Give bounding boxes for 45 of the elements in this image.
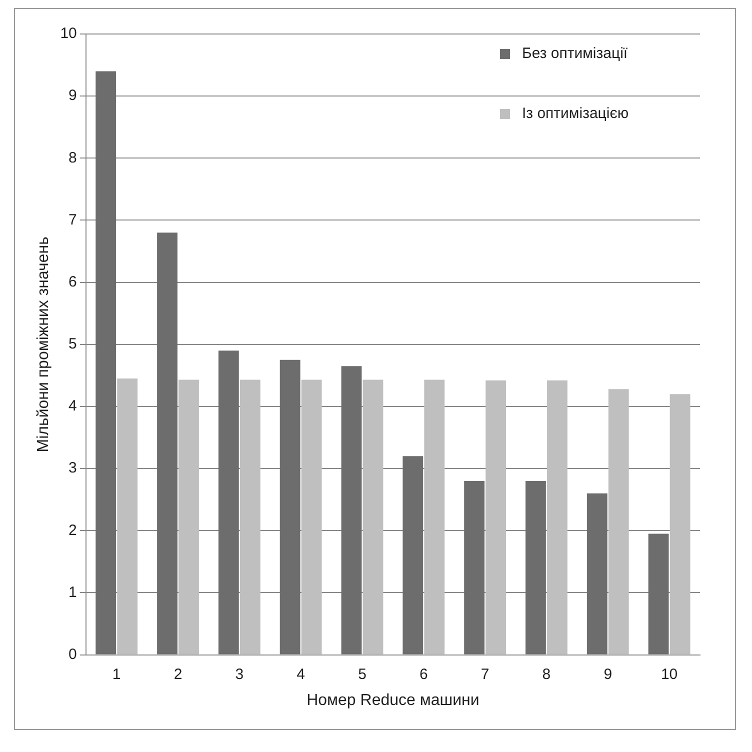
bar bbox=[218, 350, 239, 654]
x-tick-label: 7 bbox=[480, 666, 490, 683]
x-tick-label: 3 bbox=[235, 666, 244, 683]
y-tick-label: 1 bbox=[68, 584, 77, 601]
y-tick-label: 6 bbox=[68, 273, 77, 290]
bar bbox=[402, 456, 424, 654]
bar bbox=[157, 232, 178, 654]
bar bbox=[526, 480, 546, 654]
bar bbox=[362, 380, 384, 654]
x-tick-label: 6 bbox=[419, 666, 428, 683]
x-tick-label: 5 bbox=[358, 666, 366, 683]
y-tick-label: 7 bbox=[68, 211, 77, 228]
y-tick-label: 8 bbox=[68, 149, 77, 166]
y-tick-label: 10 bbox=[60, 25, 77, 42]
bar bbox=[486, 380, 506, 654]
bar bbox=[648, 534, 669, 654]
legend-label: Без оптимізації bbox=[522, 45, 628, 62]
bar bbox=[586, 493, 608, 654]
x-tick-label: 9 bbox=[604, 666, 612, 683]
bar bbox=[178, 380, 199, 654]
legend-label: Із оптимізацією bbox=[522, 105, 629, 122]
y-tick-label: 4 bbox=[68, 398, 77, 415]
bar bbox=[240, 380, 260, 654]
y-axis-title: Мільйони проміжних значень bbox=[35, 236, 52, 452]
x-tick-label: 1 bbox=[112, 666, 121, 683]
x-tick-label: 10 bbox=[660, 666, 678, 683]
bar bbox=[301, 380, 322, 654]
bar bbox=[280, 360, 300, 654]
y-tick-label: 5 bbox=[68, 336, 77, 353]
x-axis-title: Номер Reduce машини bbox=[306, 692, 480, 709]
x-tick-label: 8 bbox=[542, 666, 551, 683]
bar bbox=[464, 480, 485, 654]
bar bbox=[424, 380, 445, 654]
y-tick-label: 9 bbox=[68, 87, 77, 104]
bar bbox=[96, 71, 116, 654]
bar bbox=[608, 389, 629, 654]
bar bbox=[547, 380, 568, 654]
y-tick-label: 3 bbox=[68, 460, 77, 477]
bar bbox=[670, 394, 690, 654]
y-tick-label: 0 bbox=[68, 646, 77, 663]
bar bbox=[117, 378, 138, 654]
y-tick-label: 2 bbox=[68, 522, 77, 539]
x-tick-label: 2 bbox=[174, 666, 182, 683]
x-tick-label: 4 bbox=[296, 666, 305, 683]
bar bbox=[341, 366, 362, 654]
